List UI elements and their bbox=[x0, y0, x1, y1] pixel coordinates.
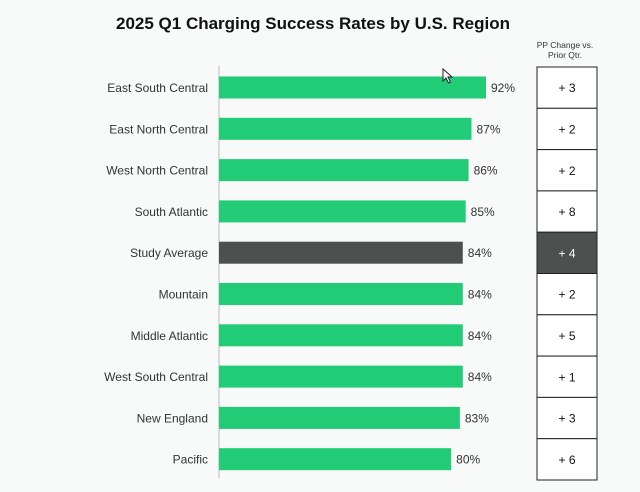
value-label: 84% bbox=[468, 288, 492, 302]
value-label: 80% bbox=[456, 453, 480, 467]
pp-change-label: + 5 bbox=[558, 329, 575, 343]
pp-change-cell bbox=[536, 66, 598, 109]
value-label: 84% bbox=[468, 246, 492, 260]
pp-change-cell bbox=[536, 396, 598, 440]
pp-change-cell bbox=[536, 231, 598, 274]
category-label: New England bbox=[137, 411, 208, 425]
value-label: 87% bbox=[476, 122, 500, 136]
pp-change-label: + 8 bbox=[558, 205, 575, 219]
pp-change-cell bbox=[536, 355, 598, 398]
value-label: 83% bbox=[465, 411, 489, 425]
pp-change-cell bbox=[536, 273, 598, 316]
category-label: Middle Atlantic bbox=[131, 329, 208, 343]
bar bbox=[219, 159, 469, 182]
category-label: Study Average bbox=[130, 246, 208, 260]
pp-change-cell bbox=[536, 190, 598, 233]
bar bbox=[219, 365, 463, 388]
value-label: 86% bbox=[474, 164, 498, 178]
pp-change-label: + 1 bbox=[558, 370, 575, 384]
value-label: 85% bbox=[471, 205, 495, 219]
value-label: 84% bbox=[468, 370, 492, 384]
bar bbox=[219, 241, 463, 264]
pp-change-label: + 3 bbox=[558, 81, 575, 95]
category-label: West South Central bbox=[104, 370, 208, 384]
pp-change-label: + 3 bbox=[558, 412, 575, 426]
pp-change-cell bbox=[536, 438, 598, 481]
category-label: Pacific bbox=[173, 453, 208, 467]
value-label: 84% bbox=[468, 329, 492, 343]
bar bbox=[219, 324, 463, 347]
pp-change-header: PP Change vs. Prior Qtr. bbox=[530, 40, 600, 60]
pp-change-label: + 4 bbox=[558, 246, 575, 260]
category-label: East South Central bbox=[107, 81, 208, 95]
bar bbox=[219, 406, 460, 429]
pp-change-cell bbox=[536, 314, 598, 357]
category-label: Mountain bbox=[159, 288, 208, 302]
pp-change-cell bbox=[536, 149, 598, 192]
value-label: 92% bbox=[491, 81, 515, 95]
category-label: East North Central bbox=[109, 122, 208, 136]
bar bbox=[219, 200, 466, 223]
pp-change-label: + 6 bbox=[558, 453, 575, 467]
bar bbox=[219, 117, 472, 140]
pp-change-header-line-1: PP Change vs. bbox=[536, 40, 594, 50]
category-label: West North Central bbox=[106, 164, 208, 178]
bar bbox=[219, 283, 463, 305]
pp-change-header-line-2: Prior Qtr. bbox=[547, 50, 582, 60]
chart-title: 2025 Q1 Charging Success Rates by U.S. R… bbox=[116, 14, 510, 33]
pp-change-label: + 2 bbox=[558, 122, 575, 136]
pp-change-label: + 2 bbox=[558, 164, 575, 178]
mouse-cursor-icon bbox=[442, 68, 454, 84]
bar bbox=[219, 76, 486, 99]
category-label: South Atlantic bbox=[135, 205, 208, 219]
pp-change-label: + 2 bbox=[558, 288, 575, 302]
bar bbox=[219, 448, 452, 471]
